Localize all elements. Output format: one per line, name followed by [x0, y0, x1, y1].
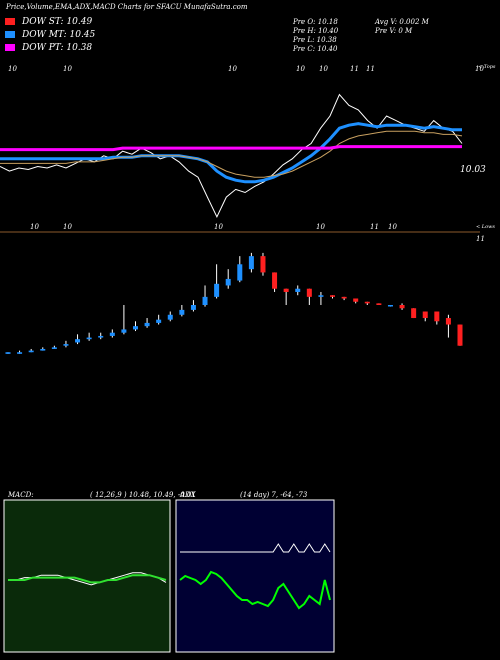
candle-body — [63, 344, 69, 346]
candle-body — [376, 303, 382, 305]
ohlc-close: Pre C: 10.40 — [293, 45, 338, 53]
candle-body — [306, 288, 312, 297]
bottom-mark-5: 11 — [370, 223, 379, 231]
candle-body — [121, 329, 127, 333]
chart-title: Price,Volume,EMA,ADX,MACD Charts for SFA… — [6, 3, 248, 11]
candle-body — [144, 322, 150, 327]
legend-swatch-mt — [5, 31, 15, 38]
legend-label-mt: DOW MT: 10.45 — [22, 30, 96, 40]
candle-body — [341, 296, 347, 299]
bottom-mark-3: 10 — [214, 223, 223, 231]
candle-body — [283, 288, 289, 292]
avg-volume: Avg V: 0.002 M — [375, 18, 429, 26]
top-mark-3: 10 — [228, 65, 237, 73]
legend-label-pt: DOW PT: 10.38 — [22, 43, 93, 53]
price-series-2 — [0, 122, 462, 184]
top-mark-7: 11 — [366, 65, 375, 73]
candle-body — [167, 314, 173, 320]
price-label: 10.03 — [460, 165, 486, 175]
candle-body — [75, 339, 81, 343]
candle-body — [295, 288, 301, 292]
pre-volume: Pre V: 0 M — [375, 27, 413, 35]
macd-series-2 — [8, 574, 167, 584]
candle-body — [179, 309, 185, 315]
candle-body — [190, 305, 196, 310]
price-series-1 — [0, 93, 463, 219]
candle-body — [445, 318, 451, 325]
candle-body — [51, 347, 57, 349]
adx-panel-bg — [175, 499, 335, 653]
adx-series-1 — [179, 570, 331, 610]
candle-body — [98, 335, 104, 338]
macd-lines — [8, 572, 167, 586]
ohlc-open: Pre O: 10.18 — [293, 18, 338, 26]
candle-body — [399, 305, 405, 309]
candle-body — [248, 256, 254, 270]
candle-body — [353, 298, 359, 302]
adx-lines — [179, 543, 331, 610]
lows-label: < Lows — [476, 224, 495, 230]
macd-values: ( 12,26,9 ) 10.48, 10.49, -0.01 — [90, 491, 196, 499]
candle-body — [40, 348, 46, 351]
adx-series-2 — [180, 543, 331, 553]
candle-body — [5, 352, 11, 354]
candle-body — [28, 350, 34, 353]
top-mark-4: 10 — [296, 65, 305, 73]
ohlc-high: Pre H: 10.40 — [293, 27, 339, 35]
top-mark-5: 10 — [319, 65, 328, 73]
legend-label-st: DOW ST: 10.49 — [22, 17, 93, 27]
top-mark-6: 11 — [350, 65, 359, 73]
candle-body — [260, 256, 266, 273]
candle-body — [156, 319, 162, 323]
ohlc-low: Pre L: 10.38 — [293, 36, 337, 44]
candle-body — [330, 295, 336, 297]
legend-swatch-pt — [5, 44, 15, 51]
bottom-mark-2: 10 — [63, 223, 72, 231]
legend-swatch-st — [5, 18, 15, 25]
candle-body — [132, 326, 138, 330]
price-series-3 — [0, 130, 463, 178]
candle-body — [364, 301, 370, 304]
candle-body — [457, 324, 463, 346]
candle-body — [318, 295, 324, 297]
bottom-mark-1: 10 — [30, 223, 39, 231]
adx-label: ADX — [180, 491, 196, 499]
candle-body — [237, 264, 243, 281]
candle-body — [202, 296, 208, 305]
candle-body — [422, 311, 428, 319]
candle-body — [109, 332, 115, 336]
candle-body — [225, 278, 231, 286]
bottom-mark-6: 10 — [388, 223, 397, 231]
adx-values: (14 day) 7, -64, -73 — [240, 491, 308, 499]
candle-body — [86, 337, 92, 340]
candle-body — [17, 352, 23, 354]
candle-body — [214, 283, 220, 297]
candle-body — [272, 272, 278, 289]
candles — [5, 252, 463, 354]
top-mark-2: 10 — [63, 65, 72, 73]
top-mark-1: 10 — [8, 65, 17, 73]
price-series-4 — [0, 145, 462, 152]
bottom-mark-7: 11 — [476, 235, 485, 243]
macd-label: MACD: — [8, 491, 34, 499]
candle-body — [387, 305, 393, 307]
bottom-mark-4: 10 — [316, 223, 325, 231]
tops-label: < Tops — [478, 64, 496, 70]
candle-body — [411, 308, 417, 319]
price-lines — [0, 93, 463, 219]
top-mark-8: 10 — [475, 65, 484, 73]
candle-body — [434, 311, 440, 322]
